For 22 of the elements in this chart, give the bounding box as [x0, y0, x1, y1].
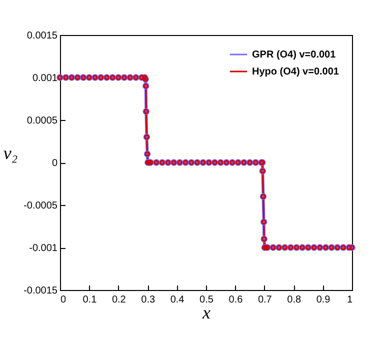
x-tick-label: 0.1 [82, 294, 98, 306]
x-tick-label: 0.3 [141, 294, 156, 306]
x-tick-label: 0.4 [170, 294, 185, 306]
legend-label: Hypo (O4) v=0.001 [252, 66, 340, 78]
y-tick-label: -0.0005 [24, 200, 58, 212]
x-tick-label: 0.7 [258, 294, 272, 306]
x-tick-label: 0.2 [112, 294, 126, 306]
x-tick-label: 0.5 [200, 294, 214, 306]
y-axis-title: v₂ [3, 143, 18, 163]
x-tick-label: 0 [60, 294, 66, 306]
y-tick-label: -0.001 [29, 243, 58, 254]
y-tick-label: 0.0015 [26, 30, 58, 42]
x-tick-label: 0.6 [228, 294, 244, 306]
y-tick-label: 0.0005 [26, 116, 58, 126]
x-axis-title: x [202, 302, 210, 322]
x-tick-label: 1 [346, 294, 353, 306]
x-tick-label: 0.8 [287, 294, 302, 306]
x-tick-label: 0.9 [316, 294, 331, 306]
legend-label: GPR (O4) v=0.001 [252, 50, 336, 60]
y-tick-label: -0.0015 [24, 286, 58, 296]
y-tick-label: 0.001 [32, 73, 58, 84]
y-tick-label: 0 [52, 158, 58, 169]
